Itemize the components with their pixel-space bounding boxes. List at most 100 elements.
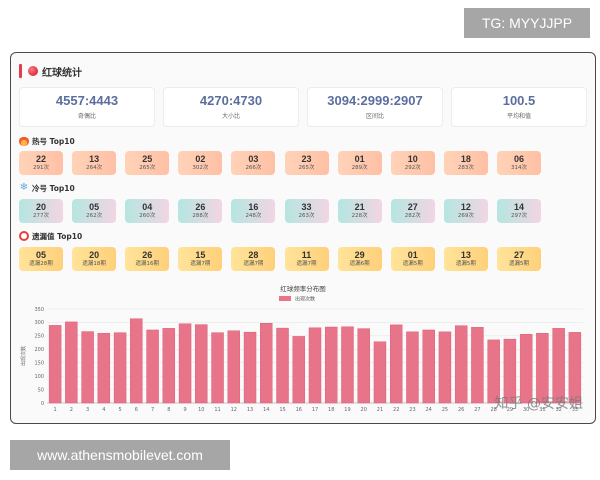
- x-tick-label: 21: [377, 407, 383, 413]
- missing-title-text: 遗漏值 Top10: [32, 231, 83, 241]
- x-tick-label: 28: [490, 407, 496, 413]
- bar: [211, 332, 224, 404]
- ball-number: 03: [248, 154, 259, 164]
- bar: [113, 332, 127, 404]
- bar: [162, 328, 176, 404]
- ball-number: 16: [248, 202, 259, 212]
- ball-number: 10: [407, 154, 418, 164]
- ball-number: 25: [142, 154, 153, 164]
- bar: [227, 330, 240, 404]
- x-tick-label: 4: [102, 407, 105, 413]
- number-ball: 28 遗漏7期: [231, 247, 276, 271]
- ball-number: 28: [248, 250, 259, 260]
- bar: [276, 327, 289, 404]
- stat-label: 大小比: [221, 113, 240, 120]
- watermark: 知乎 @安安姐: [494, 396, 583, 412]
- cold-title-text: 冷号 Top10: [32, 183, 75, 193]
- ball-count: 265次: [298, 165, 315, 171]
- bar: [519, 334, 533, 404]
- stat-big-small: 4270:4730 大小比: [163, 87, 299, 127]
- ball-number: 15: [195, 250, 206, 260]
- number-ball: 18 283次: [443, 151, 488, 175]
- ball-count: 292次: [404, 165, 421, 171]
- bar: [373, 341, 387, 404]
- ball-number: 29: [354, 250, 365, 260]
- fire-icon: [19, 136, 29, 146]
- number-ball: 13 遗漏5期: [443, 247, 488, 271]
- ball-number: 11: [301, 250, 312, 260]
- ball-number: 22: [35, 154, 46, 164]
- x-tick-label: 8: [167, 407, 170, 413]
- bar: [422, 329, 435, 404]
- red-ball-stats-panel: 红球统计 4557:4443 奇偶比 4270:4730 大小比 3094:29…: [10, 52, 596, 424]
- number-ball: 03 266次: [231, 151, 276, 175]
- panel-header: 红球统计: [19, 63, 82, 79]
- number-ball: 05 262次: [72, 199, 117, 223]
- bar: [243, 331, 257, 404]
- y-tick-label: 100: [34, 374, 44, 380]
- number-ball: 27 遗漏5期: [496, 247, 541, 271]
- bar: [406, 331, 419, 404]
- x-tick-label: 13: [247, 407, 253, 413]
- number-ball: 12 269次: [443, 199, 488, 223]
- x-tick-label: 24: [426, 407, 432, 413]
- number-ball: 26 遗漏16期: [125, 247, 170, 271]
- bar: [292, 336, 305, 404]
- ball-count: 302次: [192, 165, 209, 171]
- bar: [97, 332, 111, 404]
- snowflake-icon: ❄: [19, 182, 29, 193]
- x-tick-label: 2: [70, 407, 73, 413]
- ball-count: 遗漏16期: [135, 261, 159, 267]
- x-tick-label: 3: [86, 407, 89, 413]
- site-url-label: www.athensmobilevet.com: [10, 440, 230, 470]
- bar: [81, 331, 94, 404]
- ball-count: 314次: [510, 165, 527, 171]
- ball-number: 01: [354, 154, 365, 164]
- bar: [130, 318, 143, 404]
- number-ball: 20 遗漏18期: [72, 247, 117, 271]
- ball-count: 228次: [351, 213, 368, 219]
- bar: [178, 323, 192, 404]
- bar: [552, 328, 565, 404]
- ball-count: 291次: [33, 165, 49, 171]
- ball-count: 遗漏7期: [296, 261, 317, 267]
- ball-count: 282次: [404, 213, 421, 219]
- ball-count: 288次: [192, 213, 209, 219]
- cold-section-title: ❄ 冷号 Top10: [19, 182, 75, 194]
- number-ball: 25 265次: [125, 151, 170, 175]
- ball-count: 遗漏5期: [508, 261, 529, 267]
- bar: [536, 332, 549, 404]
- ball-count: 遗漏7期: [190, 261, 211, 267]
- ball-count: 遗漏5期: [455, 261, 476, 267]
- number-ball: 26 288次: [178, 199, 223, 223]
- bar: [195, 324, 208, 404]
- ball-count: 248次: [245, 213, 262, 219]
- number-ball: 27 282次: [390, 199, 435, 223]
- x-tick-label: 16: [296, 407, 302, 413]
- x-tick-label: 18: [328, 407, 334, 413]
- ball-count: 遗漏18期: [82, 261, 106, 267]
- ball-number: 05: [35, 250, 46, 260]
- stat-value: 4557:4443: [55, 93, 119, 108]
- ball-number: 06: [513, 154, 524, 164]
- x-tick-label: 29: [507, 407, 513, 413]
- ball-number: 21: [354, 202, 365, 212]
- y-tick-label: 0: [41, 401, 44, 407]
- y-tick-label: 150: [34, 361, 44, 367]
- chart-title: 红球频率分布图: [280, 284, 326, 293]
- ball-number: 33: [301, 202, 312, 212]
- hot-title-text: 热号 Top10: [32, 136, 75, 146]
- ball-count: 263次: [298, 213, 315, 219]
- ball-count: 遗漏6期: [349, 261, 370, 267]
- bar: [487, 339, 500, 404]
- bar: [568, 332, 582, 404]
- x-tick-label: 14: [263, 407, 269, 413]
- x-tick-label: 7: [151, 407, 154, 413]
- ball-number: 23: [301, 154, 312, 164]
- stat-value: 3094:2999:2907: [327, 93, 423, 108]
- x-tick-label: 19: [344, 407, 350, 413]
- number-ball: 16 248次: [231, 199, 276, 223]
- legend-swatch: [279, 296, 291, 301]
- bar: [390, 324, 403, 404]
